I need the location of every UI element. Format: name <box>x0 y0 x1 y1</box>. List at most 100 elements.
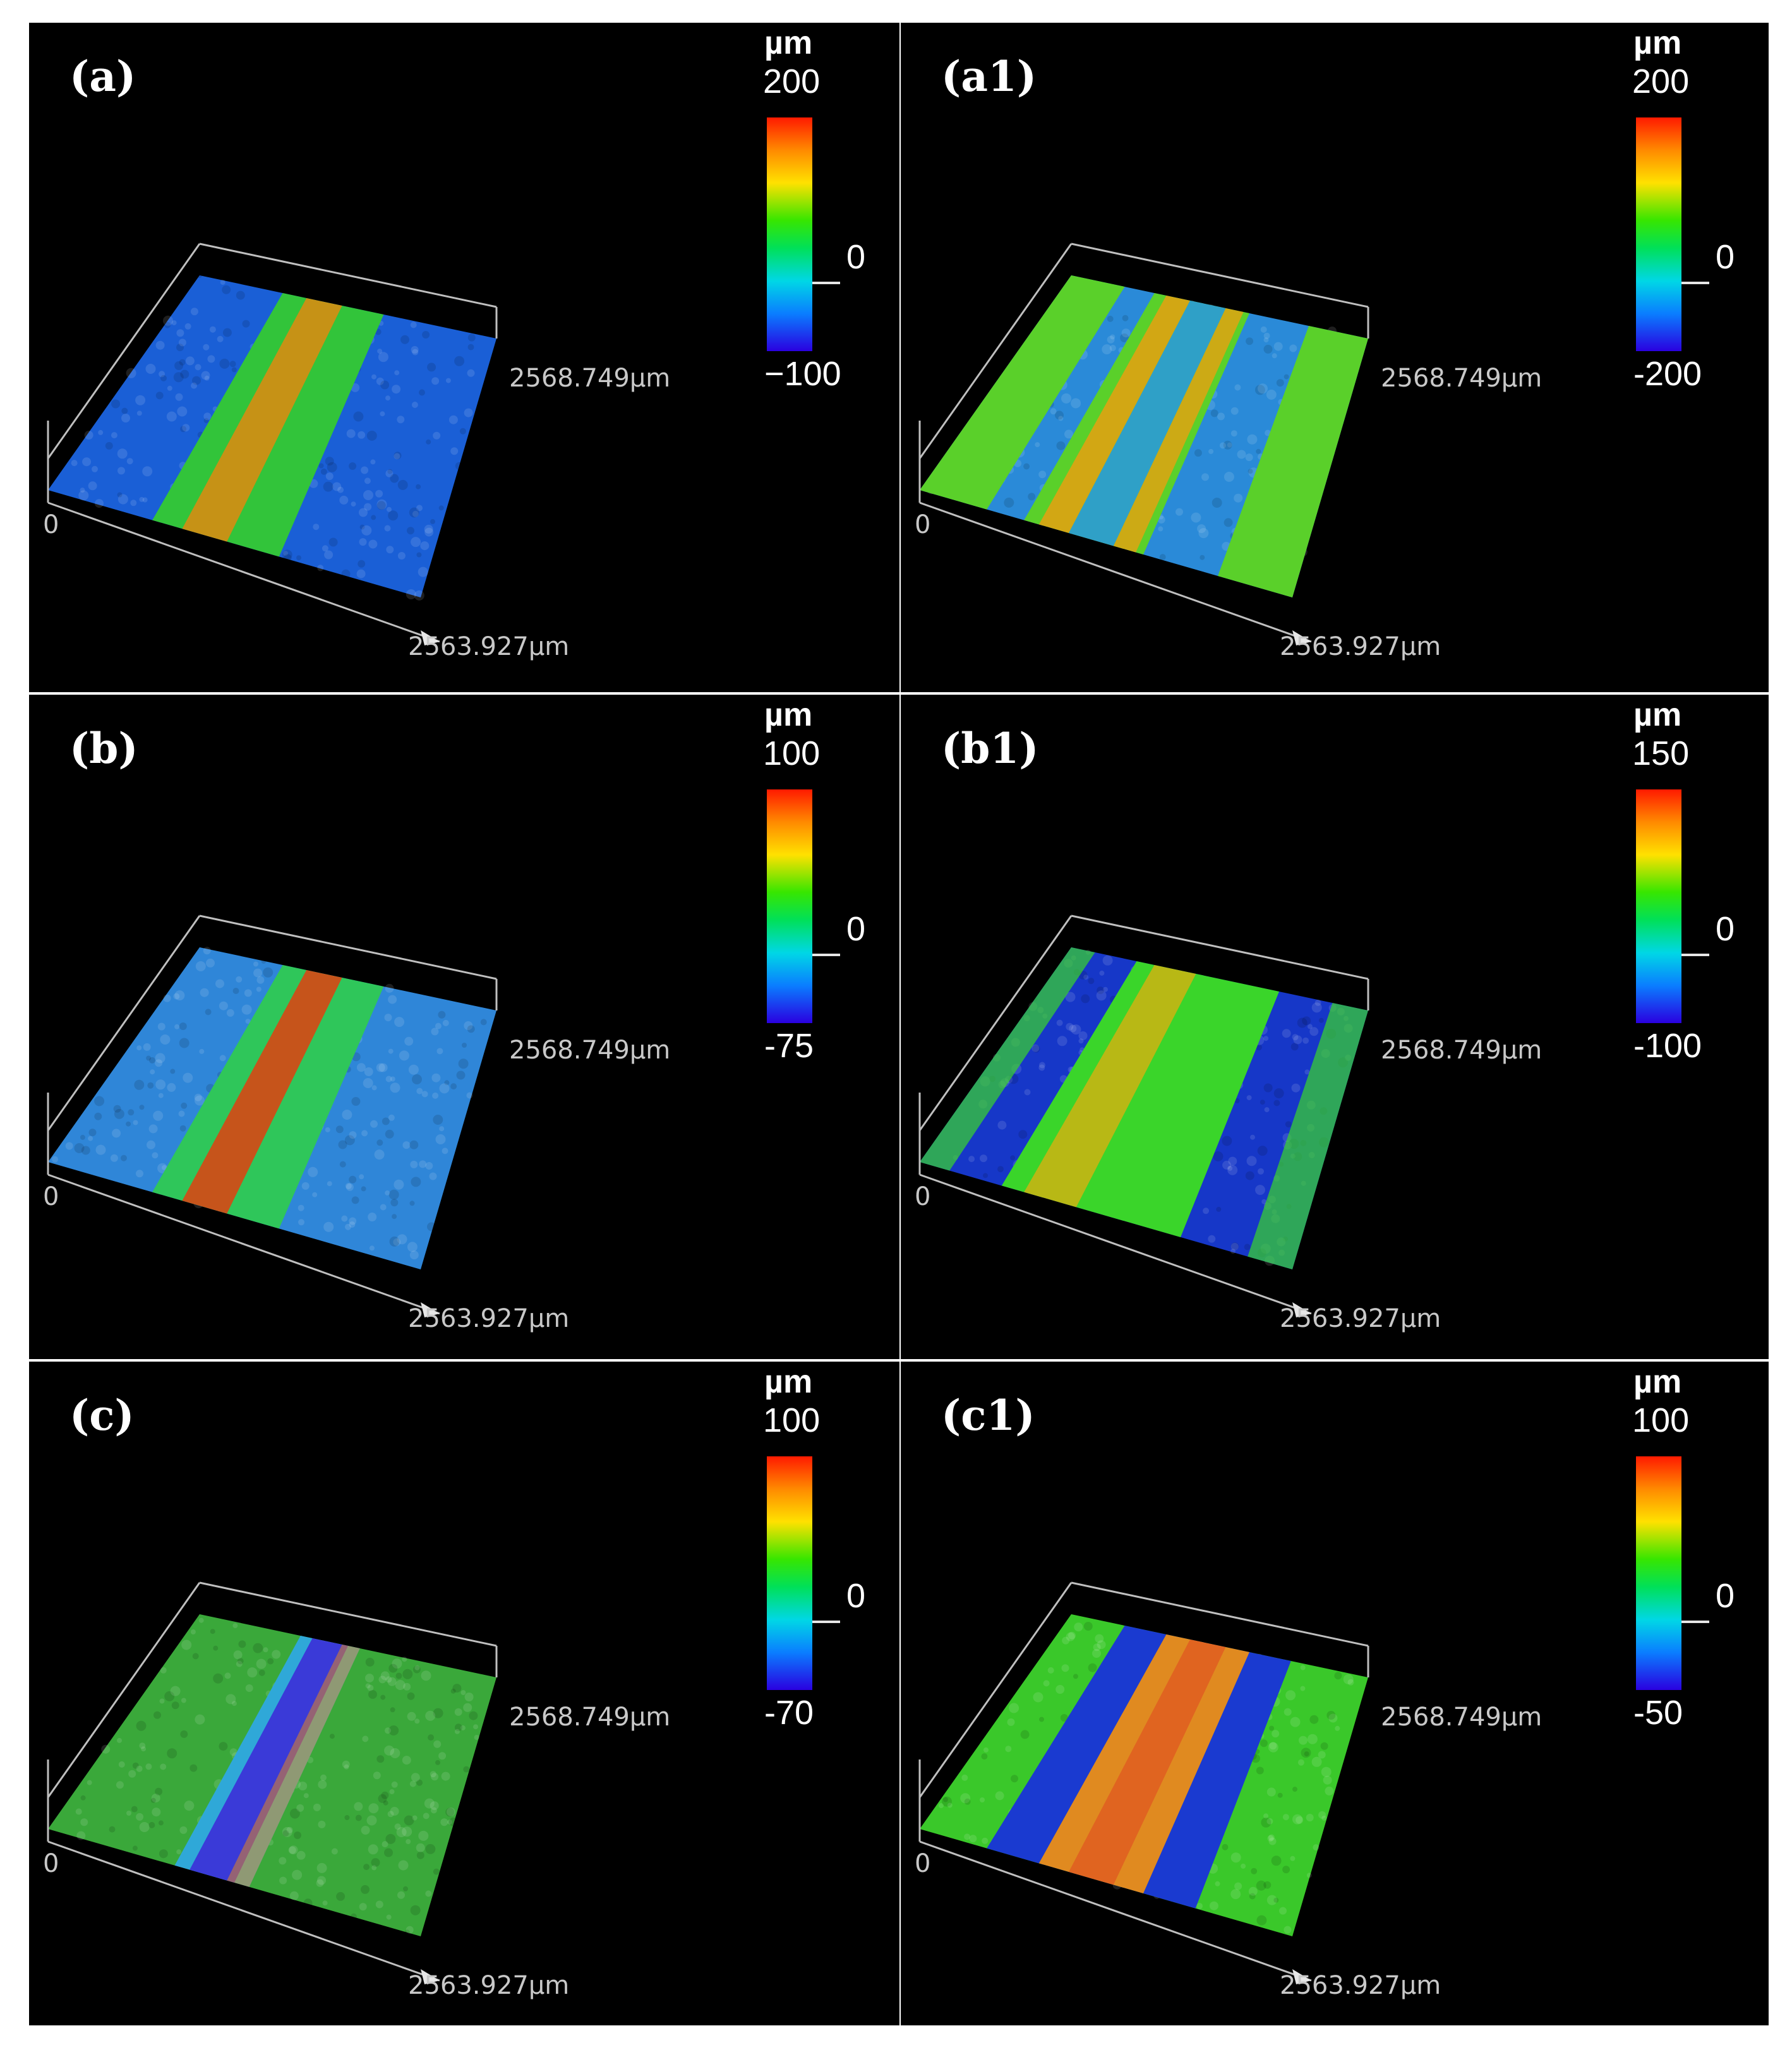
colorbar-unit: µm <box>1633 697 1682 733</box>
surface-texture <box>1011 1775 1018 1783</box>
surface-texture <box>126 1121 131 1127</box>
surface-texture <box>204 375 210 381</box>
surface-texture <box>1074 1622 1083 1632</box>
surface-texture <box>411 402 418 408</box>
surface-texture <box>456 1070 466 1080</box>
surface-texture <box>424 527 434 537</box>
surface-texture <box>148 1057 155 1064</box>
surface-texture <box>450 1083 457 1090</box>
surface-texture <box>320 1774 327 1781</box>
surface-texture <box>316 1879 324 1887</box>
surface-texture <box>173 993 180 1000</box>
surface-texture <box>222 285 231 294</box>
surface-texture <box>136 1170 143 1178</box>
surface-texture <box>1248 469 1253 474</box>
surface-texture <box>282 1830 289 1837</box>
surface-texture <box>344 1135 355 1146</box>
surface-texture <box>349 1217 357 1225</box>
surface-texture <box>318 463 324 469</box>
surface-texture <box>359 524 365 530</box>
surface-texture <box>80 488 85 493</box>
surface-texture <box>445 1807 455 1817</box>
surface-texture <box>342 1760 350 1768</box>
surface-texture <box>387 1677 397 1686</box>
surface-texture <box>1234 1098 1240 1103</box>
surface-texture <box>390 1807 399 1816</box>
surface-texture <box>366 430 377 441</box>
surface-texture <box>433 1740 442 1748</box>
surface-texture <box>1176 508 1183 516</box>
surface-texture <box>203 417 209 423</box>
bbox-edge <box>47 915 201 1131</box>
surface-texture <box>1222 1136 1232 1146</box>
surface-texture <box>1230 1889 1241 1900</box>
surface-texture <box>301 1182 310 1190</box>
surface-texture <box>410 1160 418 1168</box>
surface-texture <box>298 1782 308 1790</box>
surface-texture <box>174 361 184 370</box>
surface-texture <box>397 552 406 560</box>
surface-texture <box>1296 1816 1304 1824</box>
surface-texture <box>1282 1029 1291 1038</box>
surface-texture <box>390 1076 395 1082</box>
surface-texture <box>431 1773 439 1781</box>
surface-texture <box>207 355 215 363</box>
x-axis-arrow <box>1292 1302 1311 1317</box>
colorbar <box>1636 1456 1681 1690</box>
surface-texture <box>1269 1725 1275 1731</box>
colorbar-min: −100 <box>764 355 841 393</box>
surface-texture <box>1203 1208 1210 1214</box>
surface-texture <box>336 1891 346 1901</box>
surface-texture <box>412 1815 418 1821</box>
surface-texture <box>947 1802 953 1808</box>
surface-texture <box>1241 1863 1246 1869</box>
surface-texture <box>1066 1632 1075 1641</box>
x-axis-arrow <box>421 1302 440 1317</box>
surface-texture <box>136 411 142 416</box>
surface-plot-c1 <box>918 1581 1369 1984</box>
surface-texture <box>410 1905 421 1915</box>
surface-texture <box>329 1734 335 1739</box>
surface-texture <box>256 986 262 992</box>
surface-texture <box>317 565 324 572</box>
surface-texture <box>1068 1631 1076 1639</box>
surface-texture <box>964 1833 971 1840</box>
surface-texture <box>393 1238 401 1246</box>
surface-texture <box>1266 1895 1277 1905</box>
surface-texture <box>272 1650 281 1659</box>
surface-texture <box>997 1166 1004 1173</box>
surface-texture <box>430 518 435 524</box>
surface-texture <box>374 1149 385 1160</box>
surface-texture <box>356 1063 366 1072</box>
surface-texture <box>1293 1035 1302 1045</box>
surface-texture <box>1314 999 1321 1006</box>
surface-texture <box>1266 389 1277 400</box>
surface-texture <box>1301 1747 1311 1758</box>
surface-texture <box>399 1050 409 1061</box>
surface-texture <box>380 1671 390 1681</box>
colorbar-unit: µm <box>1633 25 1682 61</box>
surface-texture <box>1307 1734 1318 1744</box>
surface-texture <box>327 1181 332 1187</box>
surface-texture <box>92 465 98 472</box>
surface-texture <box>386 1914 392 1920</box>
surface-texture <box>462 1043 467 1048</box>
surface-texture <box>995 1791 1004 1801</box>
surface-texture <box>431 1028 439 1036</box>
surface-texture <box>1222 1160 1232 1170</box>
surface-texture <box>412 1074 422 1084</box>
surface-texture <box>1222 1843 1229 1850</box>
surface-texture <box>409 1140 419 1149</box>
surface-texture <box>155 1059 163 1067</box>
surface-texture <box>1038 1062 1045 1069</box>
surface-texture <box>324 550 334 560</box>
surface-texture <box>335 1125 344 1134</box>
surface-texture <box>197 273 202 278</box>
surface-texture <box>179 1038 189 1048</box>
surface-texture <box>412 510 419 517</box>
surface-texture <box>128 1109 135 1116</box>
surface-texture <box>320 468 327 475</box>
surface-texture <box>409 507 419 518</box>
surface-texture <box>148 1124 158 1134</box>
surface-texture <box>1007 1718 1015 1726</box>
